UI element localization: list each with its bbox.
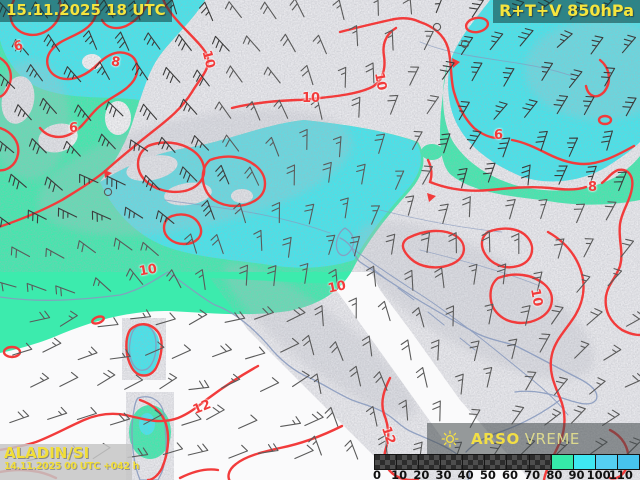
legend-tick: 70	[524, 468, 541, 480]
isotherm-label-10: 10	[302, 91, 321, 106]
valid-time-label: 15.11.2025 18 UTC	[0, 0, 172, 22]
legend-tick: 50	[479, 468, 496, 480]
legend-tick: 30	[435, 468, 452, 480]
legend-tick: 110	[608, 468, 633, 480]
legend-tick: 90	[568, 468, 585, 480]
model-run-info: 14.11.2025 00 UTC +042 h	[4, 461, 140, 472]
legend-cell-20	[419, 455, 442, 469]
legend-tick-labels: 0 10 20 30 40 50 60 70 80 90 100 110	[372, 468, 640, 480]
legend-cell-80	[551, 455, 574, 469]
legend-cell-90	[573, 455, 596, 469]
legend-cell-50	[485, 455, 508, 469]
legend-tick: 60	[501, 468, 519, 480]
legend-tick: 20	[413, 468, 430, 480]
isotherm-label-6: 6	[494, 128, 504, 143]
legend-cell-0	[375, 455, 398, 469]
legend-colorbar	[374, 454, 640, 470]
calm-wind-icon	[460, 39, 470, 49]
legend-tick: 10	[391, 468, 408, 480]
branding-box: ARSO VREME	[427, 423, 640, 454]
isotherm-label-8: 8	[588, 180, 598, 195]
model-name: ALADIN/SI	[4, 444, 90, 462]
isotherm-label-10: 10	[527, 287, 546, 308]
legend-cell-70	[529, 455, 552, 469]
legend-cell-110	[617, 455, 639, 469]
product-title: R+T+V 850hPa	[493, 0, 640, 23]
legend-tick: 0	[372, 468, 382, 480]
model-info-box: ALADIN/SI 14.11.2025 00 UTC +042 h	[0, 444, 140, 480]
sun-icon	[441, 430, 459, 447]
isotherm-label-10: 10	[371, 71, 390, 92]
legend-cell-100	[595, 455, 618, 469]
legend-tick: 80	[546, 468, 563, 480]
isotherm-label-10: 10	[137, 261, 159, 280]
service-name: VREME	[524, 429, 580, 448]
legend-cell-30	[441, 455, 464, 469]
legend-cell-60	[507, 455, 530, 469]
legend-cell-40	[463, 455, 486, 469]
legend-tick: 100	[586, 468, 611, 480]
calm-wind-icon	[432, 22, 442, 32]
isotherm-label-6: 6	[69, 121, 79, 136]
legend-cell-10	[397, 455, 420, 469]
legend-tick: 40	[457, 468, 474, 480]
humidity-legend: 0 10 20 30 40 50 60 70 80 90 100 110	[372, 454, 640, 480]
calm-wind-icon	[103, 187, 113, 197]
agency-name: ARSO	[471, 429, 520, 448]
